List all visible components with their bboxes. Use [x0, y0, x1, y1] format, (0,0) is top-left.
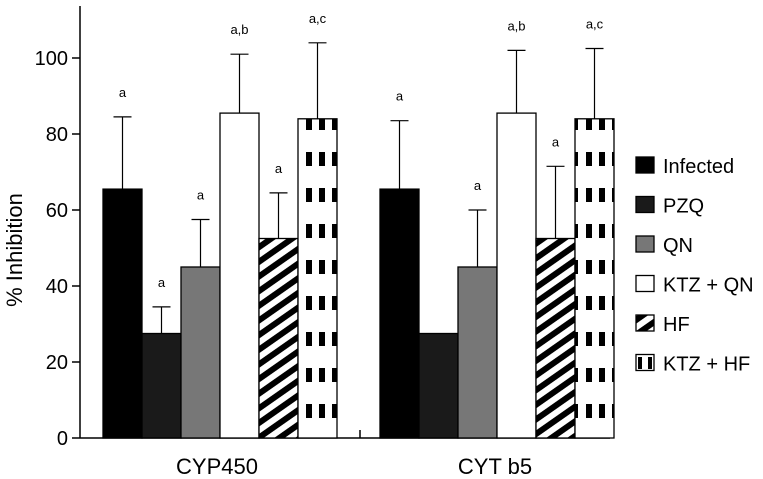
y-axis-ticks: 0 20 40 60 80 100 [35, 48, 80, 450]
y-tick-label-80: 80 [46, 124, 68, 146]
error-bars [113, 42, 604, 334]
bar-cyp450-infected [102, 188, 143, 439]
sig-label-cyp450-hf: a [275, 161, 283, 176]
bar-cyp450-hf [258, 237, 299, 439]
bar-cyt-b5-pzq [418, 332, 459, 439]
bar-cyp450-ktz-qn [219, 112, 260, 439]
legend-swatch-infected [635, 156, 655, 174]
legend-label-ktz-qn: KTZ + QN [663, 275, 754, 297]
y-tick-label-20: 20 [46, 352, 68, 374]
bar-cyt-b5-ktz-hf [574, 118, 615, 439]
bar-cyt-b5-qn [457, 266, 498, 439]
legend-swatch-qn [635, 235, 655, 253]
bars [102, 112, 615, 439]
sig-label-cyt-b5-ktz-qn: a,b [507, 18, 525, 33]
y-tick-label-40: 40 [46, 276, 68, 298]
legend-swatch-ktz-hf [635, 353, 655, 372]
sig-label-cyp450-pzq: a [158, 275, 166, 290]
sig-label-cyp450-qn: a [197, 188, 205, 203]
y-tick-label-0: 0 [57, 428, 68, 450]
sig-label-cyt-b5-infected: a [396, 89, 404, 104]
legend-swatch-hf [635, 314, 655, 332]
legend: Infected PZQ QN KTZ + QN HF KTZ + HF [635, 156, 754, 376]
sig-label-cyt-b5-hf: a [552, 134, 560, 149]
bar-cyp450-pzq [141, 332, 182, 439]
legend-swatch-ktz-qn [635, 274, 655, 293]
sig-label-cyp450-ktz-qn: a,b [230, 22, 248, 37]
y-axis-title: % Inhibition [2, 193, 27, 307]
legend-label-pzq: PZQ [663, 196, 704, 218]
legend-label-infected: Infected [663, 156, 734, 178]
y-tick-label-100: 100 [35, 48, 68, 70]
category-label-cyp450: CYP450 [176, 454, 258, 479]
significance-labels: a a a a,b a a,c a a a,b a a,c [119, 11, 604, 290]
bar-cyt-b5-ktz-qn [496, 112, 537, 439]
sig-label-cyt-b5-qn: a [474, 178, 482, 193]
sig-label-cyp450-infected: a [119, 85, 127, 100]
bar-cyt-b5-hf [535, 237, 576, 439]
bar-cyp450-qn [180, 266, 221, 439]
legend-label-ktz-hf: KTZ + HF [663, 354, 750, 376]
sig-label-cyt-b5-ktz-hf: a,c [586, 17, 604, 32]
sig-label-cyp450-ktz-hf: a,c [309, 11, 327, 26]
bar-cyp450-ktz-hf [297, 118, 338, 439]
category-label-cyt-b5: CYT b5 [458, 454, 532, 479]
y-tick-label-60: 60 [46, 200, 68, 222]
legend-swatch-pzq [635, 195, 655, 214]
legend-label-hf: HF [663, 314, 690, 336]
legend-label-qn: QN [663, 235, 693, 257]
bar-cyt-b5-infected [379, 188, 420, 439]
